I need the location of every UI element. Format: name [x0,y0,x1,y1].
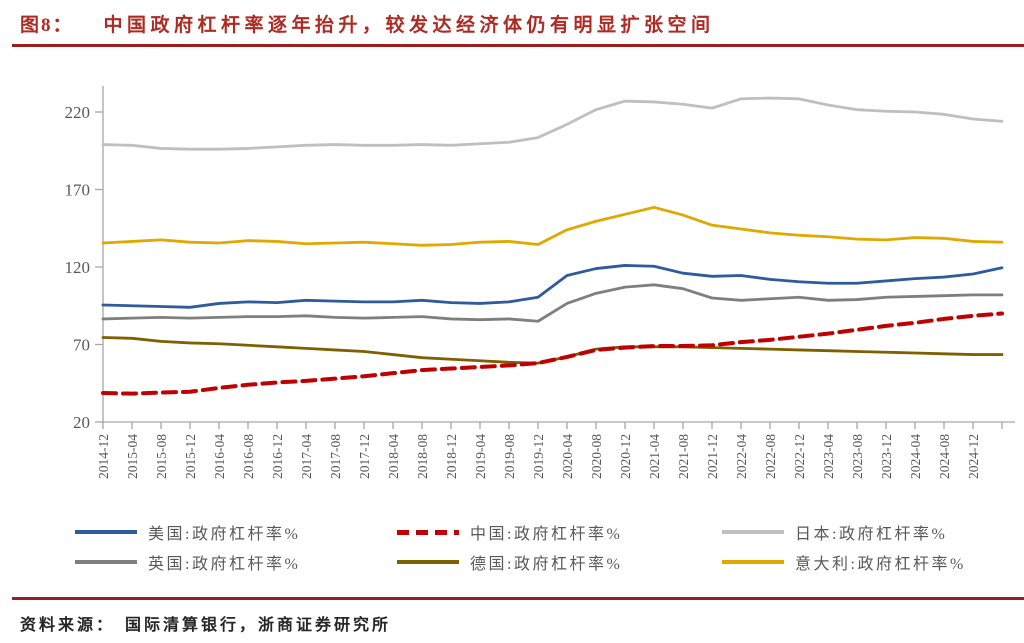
svg-text:2017-12: 2017-12 [357,434,372,479]
svg-text:2017-08: 2017-08 [328,434,343,479]
svg-text:2020-04: 2020-04 [560,434,575,479]
legend-item-japan: 日本:政府杠杆率% [722,521,947,543]
series-line-china [101,311,1004,396]
line-chart: 20 70 120 170 220 2014-12 2015-04 2015-08 2015-1… [65,86,1015,479]
x-axis-labels: 2014-12 2015-04 2015-08 2015-12 2016-04 2016-… [96,434,981,479]
series-lines [101,96,1004,396]
legend-item-italy: 意大利:政府杠杆率% [722,551,966,573]
svg-text:2021-04: 2021-04 [647,434,662,479]
figure-label: 图8： [20,15,74,36]
legend-label: 英国:政府杠杆率% [148,556,301,573]
svg-text:120: 120 [65,258,91,277]
svg-text:2022-12: 2022-12 [792,434,807,479]
svg-text:2016-04: 2016-04 [212,434,227,479]
svg-text:70: 70 [73,336,90,355]
bottom-divider [12,597,1024,600]
svg-text:2024-04: 2024-04 [908,434,923,479]
legend-label: 德国:政府杠杆率% [470,556,623,573]
source-row: 资料来源： 国际清算银行，浙商证券研究所 [20,611,391,635]
svg-text:2022-04: 2022-04 [734,434,749,479]
svg-text:2021-08: 2021-08 [676,434,691,479]
uk-line-swatch [75,560,137,564]
series-line-uk [101,283,1004,323]
figure-title: 中国政府杠杆率逐年抬升，较发达经济体仍有明显扩张空间 [103,15,715,36]
svg-text:2014-12: 2014-12 [96,434,111,479]
legend-label: 中国:政府杠杆率% [470,526,623,543]
svg-text:2020-12: 2020-12 [618,434,633,479]
legend-label: 美国:政府杠杆率% [148,526,301,543]
svg-text:2016-08: 2016-08 [241,434,256,479]
svg-text:2020-08: 2020-08 [589,434,604,479]
series-line-italy [101,205,1004,247]
svg-text:2019-12: 2019-12 [531,434,546,479]
svg-text:2017-04: 2017-04 [299,434,314,479]
svg-text:2015-08: 2015-08 [154,434,169,479]
svg-text:2018-04: 2018-04 [386,434,401,479]
source-text: 国际清算银行，浙商证券研究所 [125,617,392,634]
series-line-us [101,264,1004,309]
axes [95,86,1015,429]
svg-text:2019-08: 2019-08 [502,434,517,479]
svg-text:20: 20 [73,413,90,432]
svg-text:2022-08: 2022-08 [763,434,778,479]
legend-item-uk: 英国:政府杠杆率% [75,551,300,573]
legend-item-us: 美国:政府杠杆率% [75,521,300,543]
legend-label: 日本:政府杠杆率% [795,526,948,543]
germany-line-swatch [397,560,459,564]
legend-item-germany: 德国:政府杠杆率% [397,551,622,573]
svg-text:170: 170 [65,181,91,200]
top-divider [12,44,1024,47]
svg-text:2021-12: 2021-12 [705,434,720,479]
svg-text:2019-04: 2019-04 [473,434,488,479]
us-line-swatch [75,530,137,534]
source-label: 资料来源： [20,617,116,634]
legend-item-china: 中国:政府杠杆率% [397,521,622,543]
svg-text:2016-12: 2016-12 [270,434,285,479]
svg-text:2023-12: 2023-12 [879,434,894,479]
svg-text:2015-12: 2015-12 [183,434,198,479]
svg-text:2024-12: 2024-12 [966,434,981,479]
italy-line-swatch [722,560,784,564]
y-axis-labels: 20 70 120 170 220 [65,103,91,432]
figure-title-row: 图8： 中国政府杠杆率逐年抬升，较发达经济体仍有明显扩张空间 [20,10,715,37]
svg-text:2023-04: 2023-04 [821,434,836,479]
svg-text:2024-08: 2024-08 [937,434,952,479]
legend-label: 意大利:政府杠杆率% [795,556,966,573]
series-line-japan [101,96,1004,151]
svg-text:2018-12: 2018-12 [444,434,459,479]
china-line-swatch [397,529,459,535]
svg-text:220: 220 [65,103,91,122]
japan-line-swatch [722,530,784,534]
svg-text:2018-08: 2018-08 [415,434,430,479]
svg-text:2015-04: 2015-04 [125,434,140,479]
svg-text:2023-08: 2023-08 [850,434,865,479]
